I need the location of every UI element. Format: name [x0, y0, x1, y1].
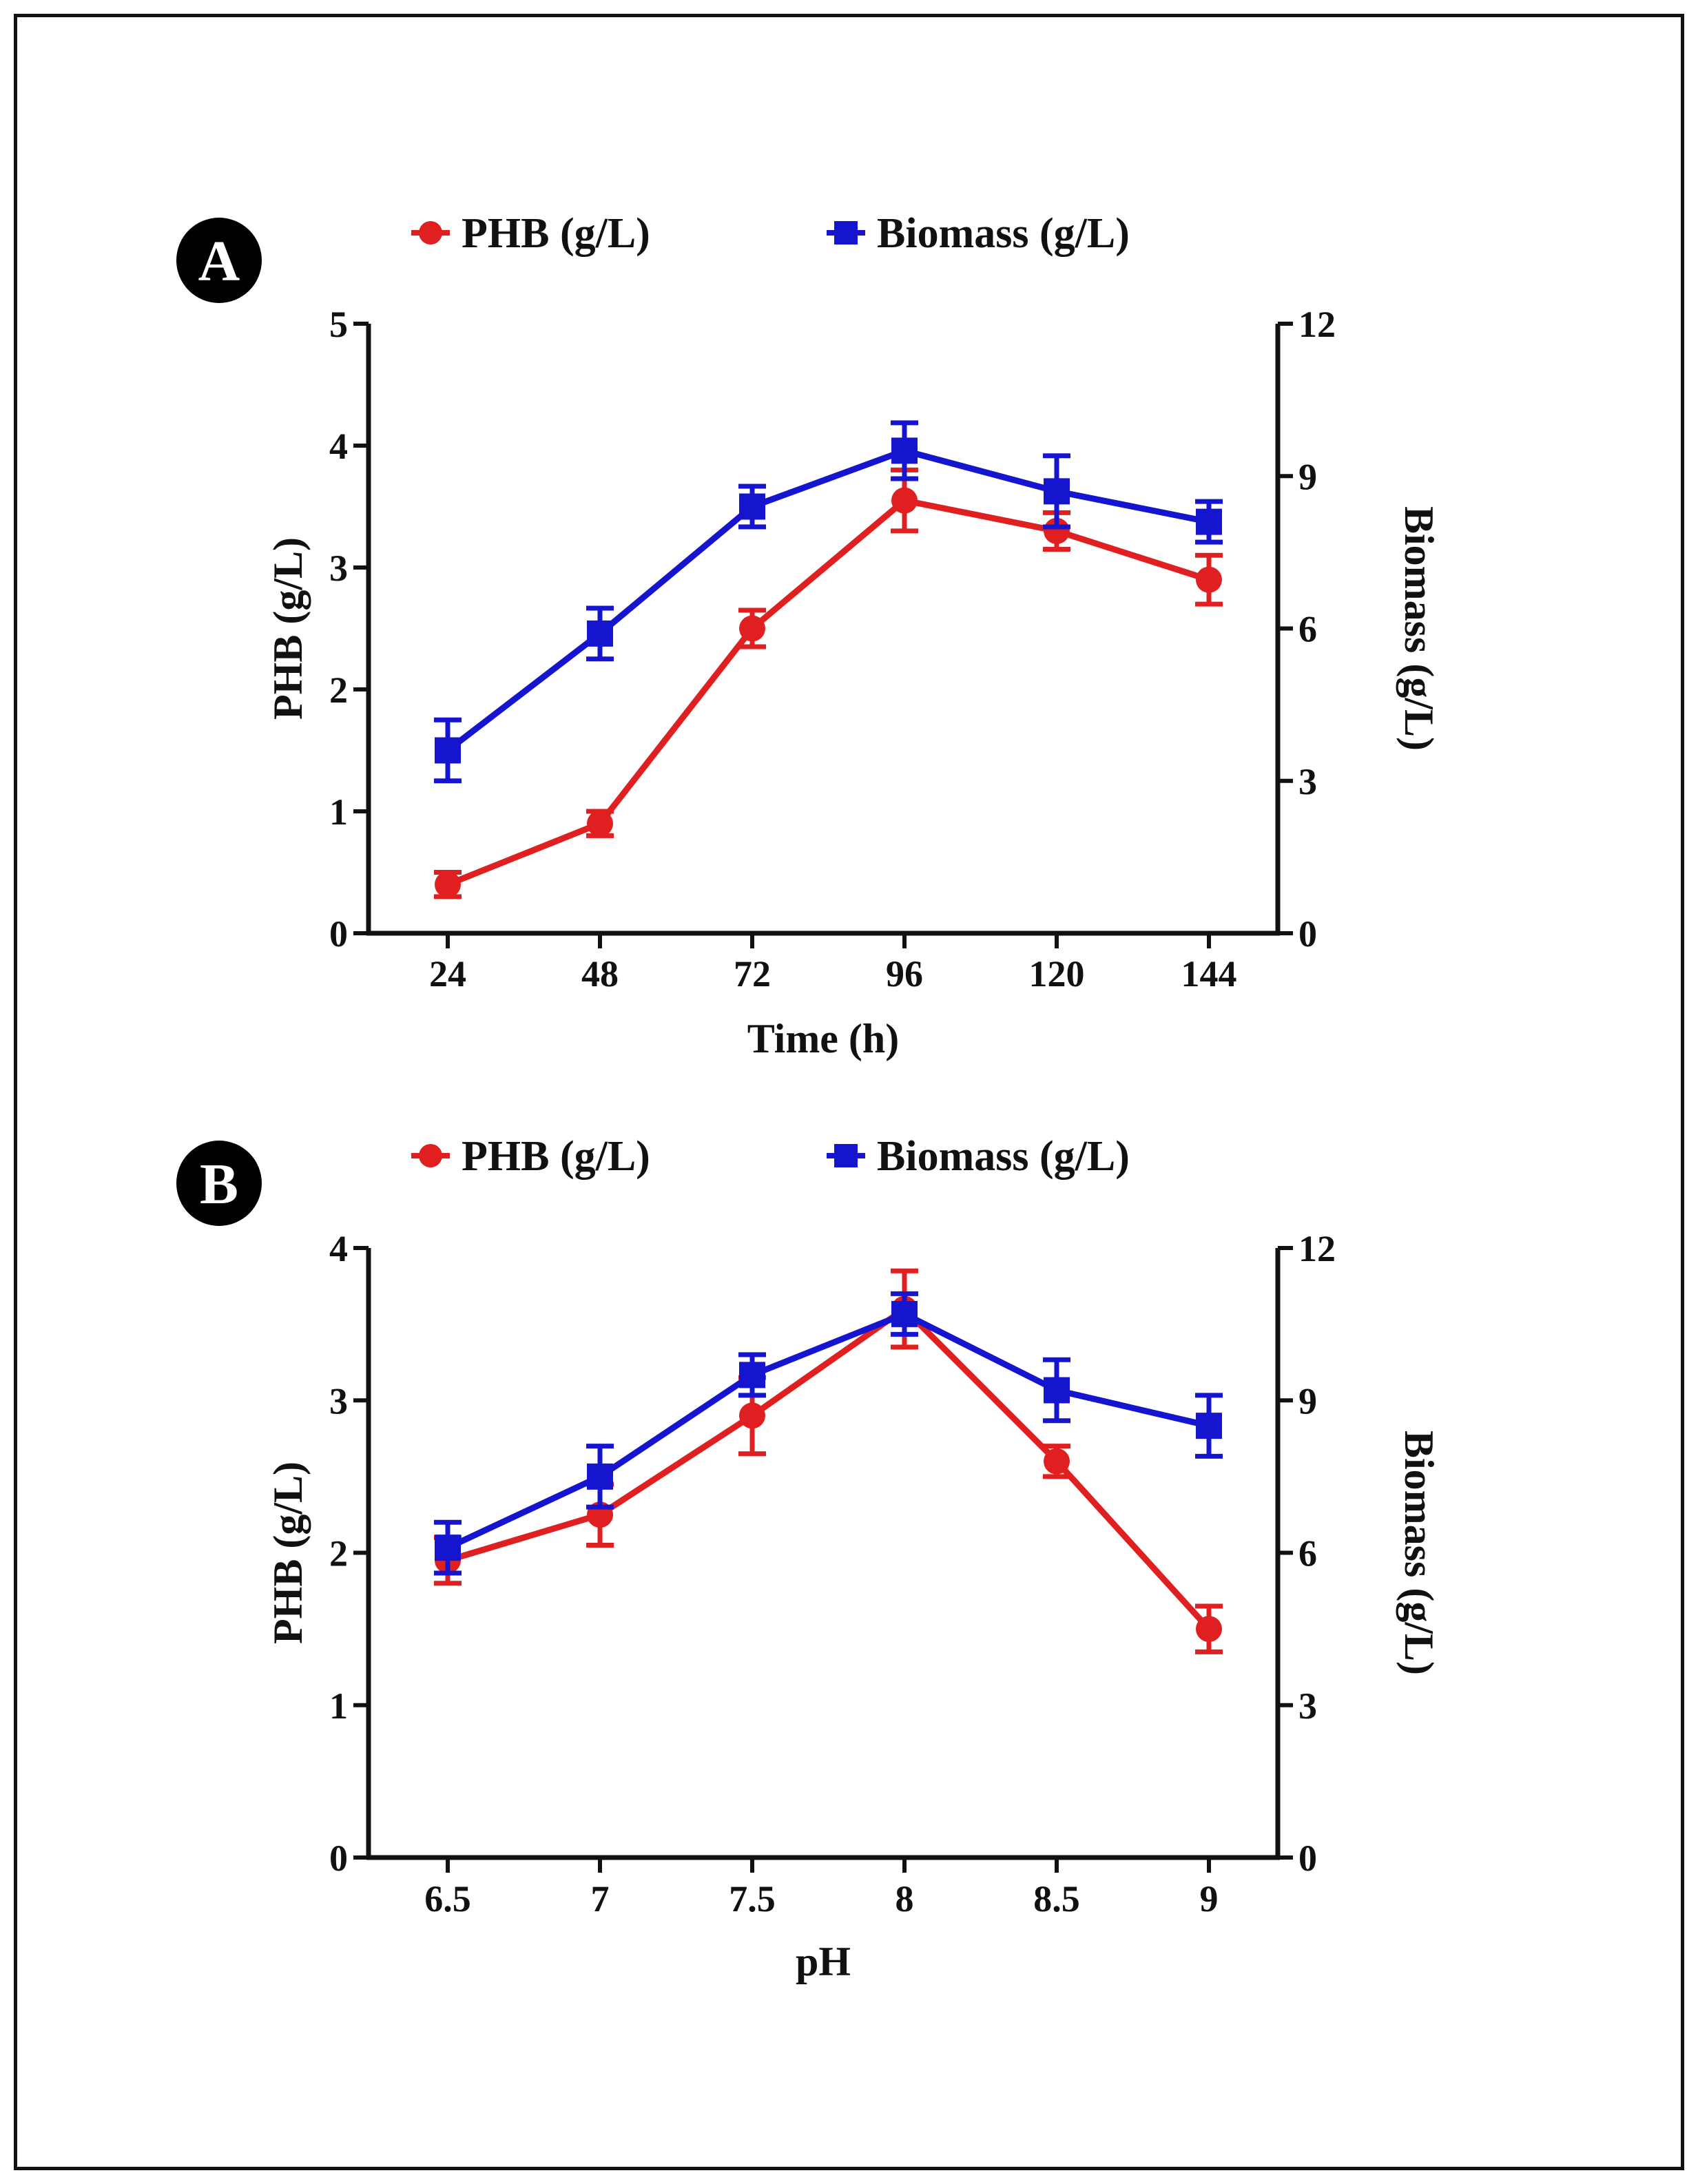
legend-phb-label: PHB (g/L) [462, 1133, 650, 1180]
y-axis-title: PHB (g/L) [265, 1462, 311, 1644]
x-tick-label: 7 [591, 1878, 610, 1920]
data-point-biomass [1044, 478, 1070, 505]
y-tick-label: 3 [329, 548, 348, 589]
x-tick-label: 7.5 [729, 1878, 776, 1920]
y2-tick-label: 6 [1298, 609, 1317, 650]
y2-axis-title: Biomass (g/L) [1396, 506, 1442, 751]
y2-tick-label: 0 [1298, 1838, 1317, 1879]
data-point-phb [739, 1402, 765, 1429]
panel-label-badge [176, 1141, 262, 1226]
y2-tick-label: 3 [1298, 1685, 1317, 1727]
data-point-biomass [587, 1463, 613, 1490]
x-tick-label: 8.5 [1033, 1878, 1080, 1920]
legend-phb-marker [419, 1144, 442, 1167]
y-tick-label: 2 [329, 1533, 348, 1574]
data-point-phb [587, 810, 613, 837]
data-point-phb [435, 871, 461, 898]
data-point-phb [1196, 1616, 1222, 1643]
panel-label-letter: B [200, 1152, 238, 1216]
data-point-phb [739, 615, 765, 642]
data-point-phb [891, 487, 918, 514]
data-point-biomass [891, 437, 918, 464]
x-tick-label: 72 [734, 953, 771, 995]
y-tick-label: 5 [329, 304, 348, 345]
y2-tick-label: 9 [1298, 456, 1317, 497]
y-tick-label: 1 [329, 1685, 348, 1727]
data-point-phb [1196, 566, 1222, 593]
series-biomass-line [446, 447, 1210, 753]
y2-tick-label: 0 [1298, 913, 1317, 955]
data-point-biomass [739, 493, 765, 520]
data-point-biomass [435, 737, 461, 764]
data-point-biomass [1196, 508, 1222, 535]
legend-phb-label: PHB (g/L) [462, 210, 650, 257]
x-axis-title: pH [796, 1939, 851, 1984]
x-axis-title: Time (h) [747, 1016, 900, 1061]
y2-tick-label: 12 [1298, 304, 1336, 345]
y2-tick-label: 9 [1298, 1380, 1317, 1422]
y-tick-label: 3 [329, 1380, 348, 1422]
x-tick-label: 9 [1200, 1878, 1219, 1920]
data-point-phb [1044, 517, 1070, 544]
legend-biomass-label: Biomass (g/L) [877, 210, 1130, 257]
y2-tick-label: 6 [1298, 1533, 1317, 1574]
panel-label-letter: A [198, 229, 240, 293]
x-tick-label: 48 [581, 953, 619, 995]
x-tick-label: 120 [1029, 953, 1085, 995]
legend-biomass-marker [834, 1144, 858, 1167]
y-tick-label: 2 [329, 669, 348, 711]
legend-biomass-label: Biomass (g/L) [877, 1133, 1130, 1180]
y2-tick-label: 12 [1298, 1228, 1336, 1269]
series-biomass-line [446, 1311, 1210, 1551]
series-phb-line [446, 497, 1210, 888]
y-axis-title: PHB (g/L) [265, 537, 311, 720]
y-tick-label: 4 [329, 426, 348, 467]
y-tick-label: 1 [329, 791, 348, 833]
y-tick-label: 0 [329, 913, 348, 955]
y2-tick-label: 3 [1298, 761, 1317, 802]
y-tick-label: 0 [329, 1838, 348, 1879]
data-point-biomass [1044, 1377, 1070, 1404]
x-tick-label: 6.5 [424, 1878, 471, 1920]
data-point-phb [1044, 1448, 1070, 1475]
series-phb-line [446, 1306, 1212, 1632]
y2-axis-title: Biomass (g/L) [1396, 1431, 1442, 1675]
y-tick-label: 4 [329, 1228, 348, 1269]
data-point-biomass [435, 1535, 461, 1561]
legend-phb-marker [419, 221, 442, 245]
legend-biomass-marker [834, 221, 858, 245]
data-point-biomass [587, 620, 613, 647]
figure-frame [14, 14, 1684, 2170]
x-tick-label: 8 [895, 1878, 914, 1920]
x-tick-label: 96 [886, 953, 923, 995]
panel-label-badge [176, 218, 262, 303]
data-point-biomass [891, 1300, 918, 1327]
data-point-biomass [1196, 1413, 1222, 1439]
x-tick-label: 24 [429, 953, 466, 995]
x-tick-label: 144 [1181, 953, 1237, 995]
data-point-biomass [739, 1362, 765, 1389]
